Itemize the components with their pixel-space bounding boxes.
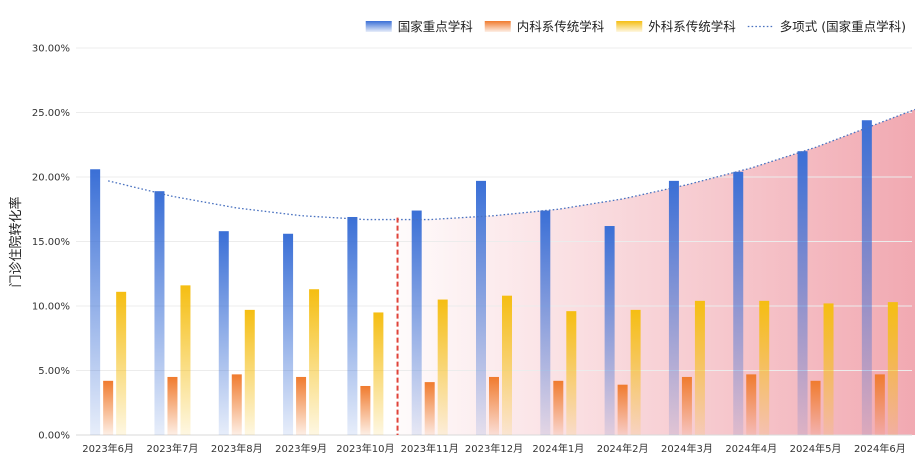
bar-national-key bbox=[476, 180, 486, 435]
bar-internal-medicine bbox=[810, 380, 821, 435]
bar-internal-medicine bbox=[681, 376, 692, 435]
bar-internal-medicine bbox=[103, 380, 114, 435]
x-tick-label: 2024年3月 bbox=[661, 442, 713, 455]
bar-internal-medicine bbox=[296, 376, 307, 435]
x-tick-label: 2023年12月 bbox=[465, 442, 523, 455]
y-tick-label: 30.00% bbox=[32, 44, 70, 55]
y-tick-label: 10.00% bbox=[32, 302, 70, 313]
y-tick-label: 15.00% bbox=[32, 237, 70, 248]
bar-national-key bbox=[733, 171, 744, 435]
bar-internal-medicine bbox=[489, 376, 499, 435]
bar-surgery bbox=[309, 289, 320, 435]
legend-label: 外科系传统学科 bbox=[648, 19, 736, 34]
grid-layer bbox=[76, 47, 912, 436]
bar-surgery bbox=[116, 291, 127, 435]
x-tick-label: 2024年5月 bbox=[790, 442, 842, 455]
x-axis-ticks: 2023年6月 2023年7月 2023年8月 2023年9月 2023年10月 2023… bbox=[82, 442, 906, 455]
y-axis-ticks: 0.00% 5.00% 10.00% 15.00% 20.00% 25.00% 30.00% bbox=[32, 44, 70, 442]
legend-label: 国家重点学科 bbox=[398, 19, 474, 34]
shaded-region bbox=[397, 109, 915, 435]
legend-swatch-national-key bbox=[365, 21, 392, 32]
x-tick-label: 2024年4月 bbox=[725, 442, 777, 455]
x-tick-label: 2023年7月 bbox=[147, 442, 199, 455]
bars-layer bbox=[90, 120, 898, 436]
x-tick-label: 2024年1月 bbox=[532, 442, 584, 455]
bar-internal-medicine bbox=[231, 374, 242, 435]
bar-surgery bbox=[373, 312, 384, 435]
x-tick-label: 2024年2月 bbox=[597, 442, 649, 455]
legend-label: 多项式 (国家重点学科) bbox=[780, 19, 906, 34]
bar-national-key bbox=[154, 191, 165, 435]
x-tick-label: 2024年6月 bbox=[854, 442, 906, 455]
y-tick-label: 5.00% bbox=[38, 366, 70, 377]
legend: 国家重点学科 内科系传统学科 外科系传统学科 多项式 (国家重点学科) bbox=[365, 19, 906, 34]
bar-national-key bbox=[347, 216, 358, 435]
shaded-region-layer bbox=[397, 109, 915, 435]
legend-label: 内科系传统学科 bbox=[517, 19, 605, 34]
bar-internal-medicine bbox=[167, 376, 178, 435]
bar-internal-medicine bbox=[746, 374, 757, 435]
x-tick-label: 2023年8月 bbox=[211, 442, 263, 455]
x-tick-label: 2023年6月 bbox=[82, 442, 134, 455]
bar-national-key bbox=[283, 233, 294, 435]
x-tick-label: 2023年11月 bbox=[401, 442, 459, 455]
bar-national-key bbox=[861, 120, 872, 436]
bar-internal-medicine bbox=[424, 382, 435, 435]
bar-national-key bbox=[218, 231, 229, 435]
bar-surgery bbox=[180, 285, 191, 435]
bar-national-key bbox=[668, 180, 679, 435]
y-tick-label: 20.00% bbox=[32, 173, 70, 184]
bar-internal-medicine bbox=[617, 384, 628, 435]
bar-surgery bbox=[887, 302, 898, 435]
y-axis-label: 门诊住院转化率 bbox=[8, 196, 24, 287]
bar-surgery bbox=[437, 299, 448, 435]
bar-surgery bbox=[502, 295, 512, 435]
x-tick-label: 2023年10月 bbox=[336, 442, 394, 455]
bar-national-key bbox=[90, 169, 101, 435]
legend-swatch-internal-medicine bbox=[484, 21, 511, 32]
y-tick-label: 0.00% bbox=[38, 431, 70, 442]
bar-surgery bbox=[823, 303, 834, 435]
bar-internal-medicine bbox=[360, 385, 371, 435]
bar-surgery bbox=[759, 300, 770, 435]
bar-national-key bbox=[797, 151, 808, 435]
bar-surgery bbox=[244, 309, 255, 435]
bar-national-key bbox=[604, 226, 615, 435]
bar-surgery bbox=[566, 311, 577, 435]
legend-swatch-surgery bbox=[616, 21, 643, 32]
bar-surgery bbox=[694, 300, 705, 435]
bar-internal-medicine bbox=[874, 374, 885, 435]
y-tick-label: 25.00% bbox=[32, 108, 70, 119]
x-tick-label: 2023年9月 bbox=[275, 442, 327, 455]
bar-internal-medicine bbox=[553, 380, 564, 435]
bar-surgery bbox=[630, 309, 641, 435]
bar-national-key bbox=[411, 210, 422, 435]
bar-national-key bbox=[540, 210, 551, 435]
